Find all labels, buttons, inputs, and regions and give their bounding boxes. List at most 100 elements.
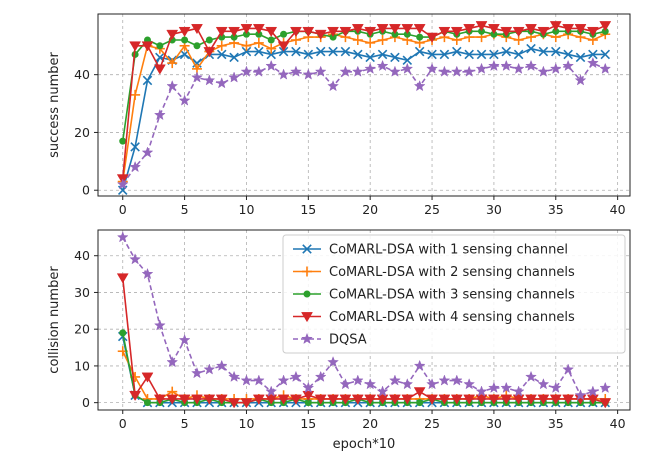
data-point	[525, 24, 537, 35]
data-point	[549, 62, 562, 74]
data-point	[512, 394, 525, 405]
data-point	[191, 394, 203, 405]
data-point	[586, 385, 599, 397]
data-point	[240, 398, 253, 409]
series-5	[116, 231, 612, 401]
data-point	[599, 381, 612, 393]
data-point	[450, 65, 463, 77]
data-point	[574, 389, 587, 401]
data-point	[178, 26, 191, 38]
data-point	[376, 394, 389, 405]
data-point	[413, 80, 426, 92]
data-point	[339, 26, 352, 38]
marker-stroke	[476, 49, 487, 60]
data-point	[549, 394, 562, 405]
data-point	[414, 46, 425, 57]
marker-stroke	[575, 52, 586, 63]
data-point	[203, 74, 216, 86]
data-point	[178, 94, 191, 106]
series-line	[121, 47, 606, 191]
x-tick-label: 20	[362, 416, 378, 431]
data-point	[327, 394, 340, 405]
data-point	[229, 52, 239, 63]
data-point	[166, 356, 179, 368]
data-point	[390, 52, 400, 63]
data-point	[302, 390, 315, 402]
data-point	[389, 65, 401, 77]
legend-label: CoMARL-DSA with 2 sensing channels	[329, 265, 575, 280]
data-point	[463, 24, 476, 35]
data-point	[549, 21, 562, 32]
plot-frame	[97, 13, 631, 197]
y-axis-label: success number	[47, 51, 62, 157]
data-point	[525, 370, 537, 382]
data-point	[389, 374, 401, 386]
data-point	[599, 62, 612, 74]
data-point	[203, 394, 216, 405]
data-point	[191, 71, 203, 83]
x-tick-label: 5	[181, 202, 189, 217]
data-point	[416, 399, 424, 407]
data-point	[489, 49, 499, 60]
marker-stroke	[266, 49, 276, 60]
data-point	[153, 64, 166, 75]
data-point	[314, 370, 327, 382]
data-point	[438, 374, 451, 386]
data-point	[351, 24, 364, 35]
data-point	[314, 65, 327, 77]
data-point	[487, 59, 500, 72]
data-point	[600, 49, 611, 60]
y-tick-label: 20	[74, 322, 90, 337]
data-point	[438, 65, 451, 77]
data-point	[416, 33, 424, 41]
data-point	[119, 329, 127, 337]
data-point	[512, 385, 525, 397]
data-point	[290, 394, 302, 405]
data-point	[599, 21, 612, 32]
data-point	[141, 372, 154, 383]
data-point	[178, 333, 191, 346]
data-point	[537, 65, 550, 77]
data-point	[574, 74, 587, 86]
data-point	[166, 394, 179, 405]
data-point	[500, 394, 513, 405]
y-tick-label: 0	[82, 183, 90, 198]
data-point	[116, 273, 129, 284]
series-4	[116, 273, 612, 409]
data-point	[439, 49, 450, 60]
data-point	[413, 387, 426, 398]
data-point	[438, 26, 451, 38]
marker-stroke	[365, 52, 375, 63]
data-point	[302, 68, 315, 80]
data-point	[252, 374, 265, 386]
data-point	[129, 390, 142, 402]
data-point	[241, 40, 252, 51]
legend-marker	[302, 266, 312, 277]
data-point	[537, 394, 550, 405]
data-point	[215, 77, 228, 89]
data-point	[290, 65, 302, 77]
data-point	[551, 46, 561, 57]
data-point	[500, 26, 513, 38]
data-point	[267, 36, 275, 44]
data-point	[351, 65, 364, 77]
data-point	[181, 36, 189, 44]
data-point	[130, 142, 140, 152]
marker-stroke	[229, 52, 239, 63]
legend-label: CoMARL-DSA with 1 sensing channel	[329, 243, 568, 258]
data-point	[327, 356, 339, 368]
marker-stroke	[452, 46, 462, 57]
data-point	[228, 26, 241, 38]
legend-label: CoMARL-DSA with 4 sensing channels	[329, 310, 575, 325]
marker-stroke	[340, 46, 351, 57]
data-point	[426, 378, 438, 390]
data-point	[252, 65, 265, 77]
plot-area	[98, 14, 630, 196]
data-point	[339, 378, 352, 390]
data-point	[215, 359, 228, 371]
data-point	[153, 108, 166, 121]
data-point	[586, 394, 599, 405]
legend-label: DQSA	[329, 333, 367, 348]
data-point	[537, 26, 550, 38]
